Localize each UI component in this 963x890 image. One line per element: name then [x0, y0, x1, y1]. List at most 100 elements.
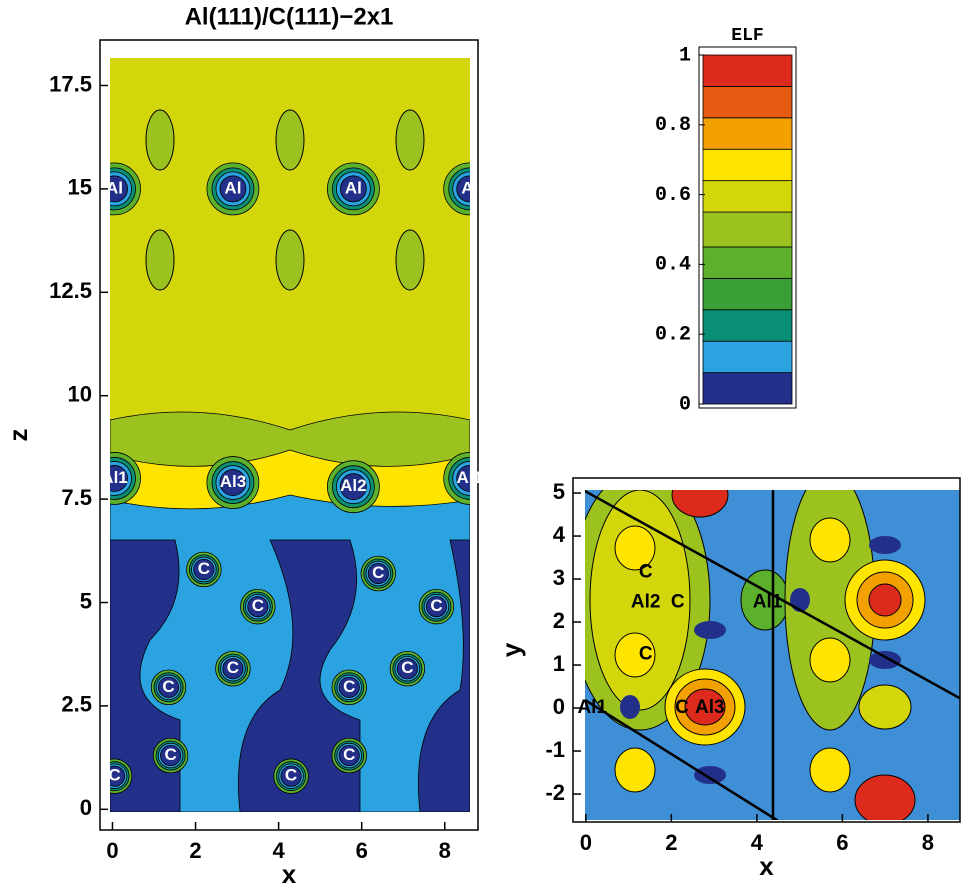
color-band	[702, 211, 793, 248]
x-tick-label: 8	[439, 838, 451, 863]
y-tick-label: 15	[68, 175, 92, 200]
atom-label: Al2	[631, 592, 661, 613]
y-tick-label: 7.5	[61, 485, 92, 510]
atom-ring	[367, 563, 389, 585]
contour-field	[585, 490, 960, 820]
atom-ring	[456, 465, 470, 492]
atom-ring	[110, 465, 128, 492]
atom-ring	[110, 765, 126, 787]
atom-ring	[280, 765, 302, 787]
atom-label: Al	[224, 178, 241, 197]
atom-label: C	[401, 658, 413, 677]
x-tick-label: 0	[106, 838, 118, 863]
y-tick-label: 17.5	[49, 71, 92, 96]
x-tick-label: 8	[922, 830, 934, 855]
atom-label: C	[639, 643, 653, 664]
plot-frame	[572, 477, 961, 823]
atom-ring	[160, 744, 182, 767]
atom-label: C	[227, 658, 239, 677]
color-band	[702, 117, 793, 150]
y-tick-label: 0.2	[655, 323, 691, 346]
atom-label: C	[108, 766, 120, 785]
atom-label: Al	[345, 178, 362, 197]
color-band	[702, 54, 793, 87]
atom-label: C	[639, 562, 653, 583]
x-tick-label: 4	[272, 838, 285, 863]
x-tick-label: 2	[189, 838, 201, 863]
atom-ring	[339, 175, 367, 203]
y-tick-label: 2	[553, 608, 565, 633]
atom-label: Al3	[220, 472, 246, 491]
atom-label: C	[164, 745, 176, 764]
annotation-layer	[110, 162, 470, 794]
color-band	[702, 340, 793, 373]
y-tick-label: 5	[80, 588, 92, 613]
atom-ring	[222, 658, 244, 680]
y-tick-label: 0.8	[655, 114, 691, 137]
y-axis-label: y	[496, 642, 526, 657]
color-band	[702, 246, 793, 279]
atom-ring	[425, 596, 448, 618]
atom-label: C	[198, 559, 210, 578]
y-tick-label: 0	[679, 393, 691, 416]
atom-ring	[339, 473, 367, 501]
x-tick-label: 6	[836, 830, 848, 855]
atom-label: C	[343, 677, 355, 696]
atom-ring	[338, 676, 360, 698]
color-band	[702, 86, 793, 119]
colorbar-title: ELF	[731, 26, 763, 46]
y-tick-label: 10	[68, 382, 92, 407]
atom-label: C	[675, 697, 689, 718]
atom-label: Al1	[753, 592, 783, 613]
atom-label: Al2	[340, 476, 366, 495]
atom-ring	[247, 596, 269, 618]
atom-ring	[219, 175, 247, 203]
atom-label: Al1	[577, 697, 607, 718]
atom-ring	[396, 658, 418, 680]
atom-label: Al3	[695, 697, 725, 718]
atom-label: C	[671, 592, 685, 613]
y-tick-label: 4	[553, 522, 566, 547]
y-tick-label: 5	[553, 479, 565, 504]
atom-ring	[193, 558, 215, 580]
y-tick-label: 1	[679, 44, 691, 67]
color-band	[702, 309, 793, 342]
color-band	[702, 277, 793, 311]
y-tick-label: 3	[553, 565, 565, 590]
y-tick-label: -1	[545, 737, 565, 762]
x-axis-label: x	[759, 851, 774, 881]
colorbar-frame	[698, 46, 797, 409]
y-tick-label: 2.5	[61, 692, 92, 717]
atom-label: Al1	[101, 468, 127, 487]
y-tick-label: 0	[553, 694, 565, 719]
atom-ring	[157, 676, 180, 698]
y-tick-label: -2	[545, 780, 565, 805]
atom-label: C	[162, 677, 174, 696]
atom-ring	[338, 744, 360, 767]
y-tick-label: 1	[553, 651, 565, 676]
atom-label: Al1	[456, 468, 482, 487]
color-band	[702, 148, 793, 182]
x-axis-label: x	[282, 859, 297, 889]
atom-label: C	[285, 766, 297, 785]
atom-label: C	[372, 563, 384, 582]
atom-label: C	[343, 745, 355, 764]
atom-label: Al	[461, 178, 478, 197]
x-tick-label: 4	[751, 830, 764, 855]
atom-ring	[456, 175, 470, 203]
plot-frame	[99, 39, 479, 831]
x-tick-label: 0	[580, 830, 592, 855]
contour-field	[110, 58, 470, 812]
y-tick-label: 0.6	[655, 184, 691, 207]
chart-title: Al(111)/C(111)−2x1	[185, 3, 394, 30]
atom-ring	[110, 175, 128, 203]
x-tick-label: 2	[665, 830, 677, 855]
y-axis-label: z	[3, 429, 33, 442]
atom-label: C	[430, 596, 442, 615]
atom-ring	[219, 469, 247, 496]
y-tick-label: 0.4	[655, 254, 691, 277]
atom-label: C	[252, 596, 264, 615]
y-tick-label: 12.5	[49, 278, 92, 303]
color-band	[702, 180, 793, 213]
